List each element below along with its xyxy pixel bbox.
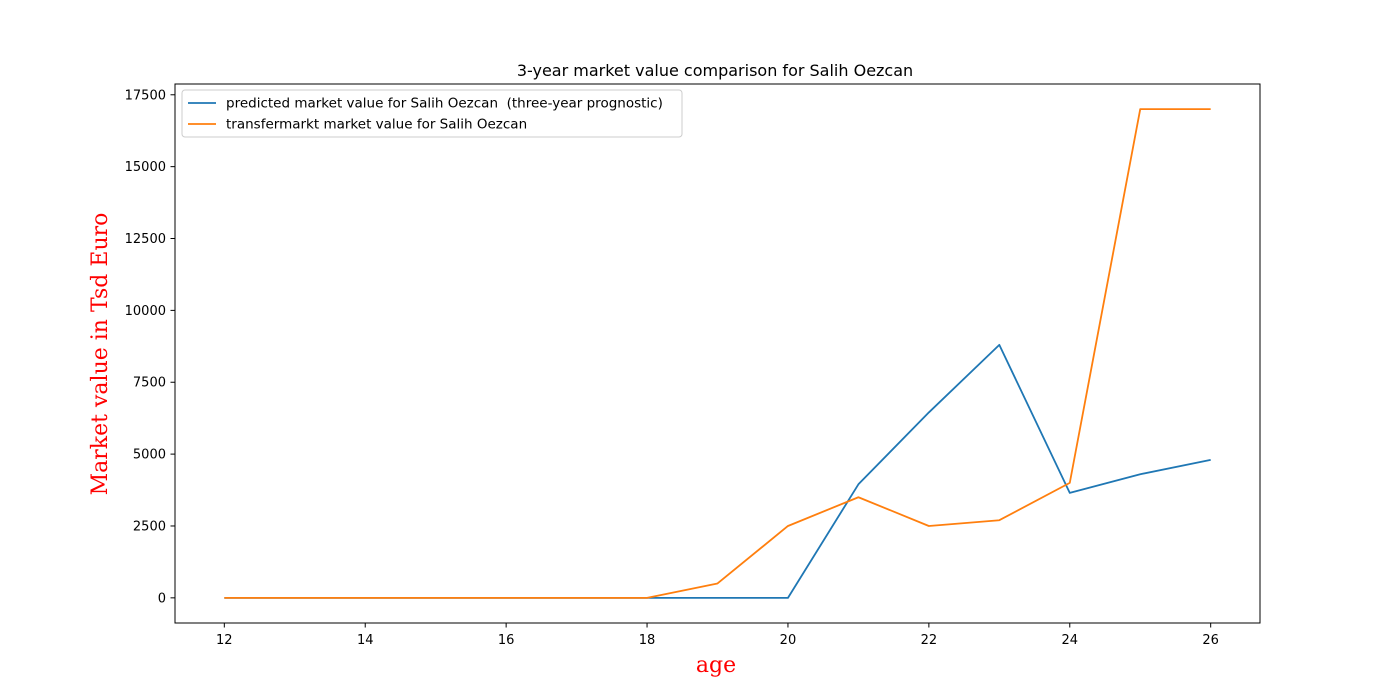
x-tick-label: 14 bbox=[357, 633, 374, 648]
x-tick-label: 12 bbox=[216, 633, 233, 648]
y-tick-label: 15000 bbox=[125, 160, 166, 175]
x-tick-label: 20 bbox=[780, 633, 797, 648]
x-tick-label: 16 bbox=[498, 633, 515, 648]
legend-label-1: predicted market value for Salih Oezcan … bbox=[226, 96, 663, 112]
chart-title: 3-year market value comparison for Salih… bbox=[517, 61, 913, 80]
y-tick-label: 5000 bbox=[133, 448, 166, 463]
axes-frame bbox=[174, 83, 1261, 624]
legend-label-2: transfermarkt market value for Salih Oez… bbox=[226, 117, 527, 133]
y-tick-label: 2500 bbox=[133, 519, 166, 534]
y-axis-label: Market value in Tsd Euro bbox=[88, 213, 113, 496]
x-tick-label: 18 bbox=[639, 633, 656, 648]
x-tick-label: 22 bbox=[921, 633, 938, 648]
y-tick-label: 0 bbox=[158, 591, 166, 606]
y-tick-label: 12500 bbox=[125, 232, 166, 247]
y-tick-label: 10000 bbox=[125, 304, 166, 319]
series-line-2 bbox=[224, 108, 1211, 599]
x-tick-label: 24 bbox=[1061, 633, 1078, 648]
x-tick-label: 26 bbox=[1202, 633, 1219, 648]
legend: predicted market value for Salih Oezcan … bbox=[181, 89, 683, 138]
y-tick-label: 17500 bbox=[125, 88, 166, 103]
x-axis-label: age bbox=[696, 653, 736, 678]
plot-area: 12 14 16 18 20 22 24 26 0 2500 5000 7500 10000 12500 1… bbox=[125, 83, 1261, 648]
y-tick-label: 7500 bbox=[133, 376, 166, 391]
legend-box bbox=[181, 89, 683, 138]
